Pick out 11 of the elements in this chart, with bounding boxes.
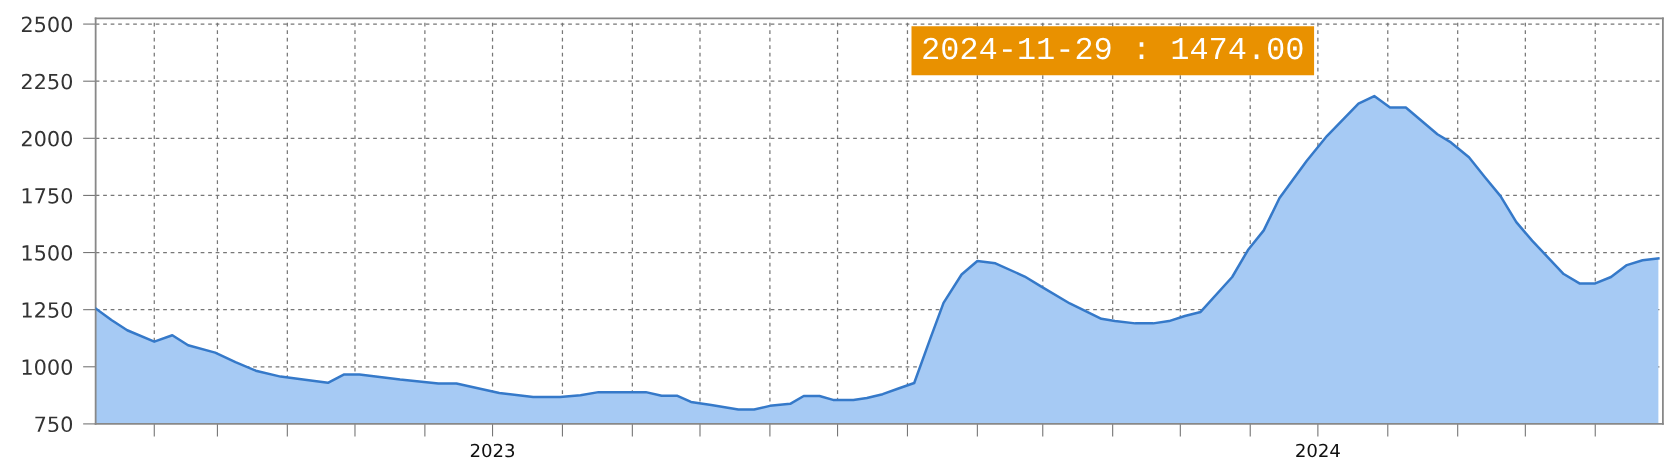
x-tick-label: 2024 <box>1296 443 1340 458</box>
y-tick-label: 1500 <box>22 245 73 261</box>
annotation: 2024-11-29 : 1474.00 <box>923 37 1303 60</box>
y-tick-label: 2500 <box>21 16 73 33</box>
y-tick-label: 750 <box>35 416 73 433</box>
y-tick-label: 2000 <box>21 130 73 147</box>
y-tick-label: 1750 <box>22 187 73 204</box>
x-tick-label: 2023 <box>470 443 515 458</box>
y-tick-label: 2250 <box>21 73 73 90</box>
y-tick-label: 1000 <box>22 359 73 375</box>
y-tick-label: 1250 <box>22 302 73 318</box>
